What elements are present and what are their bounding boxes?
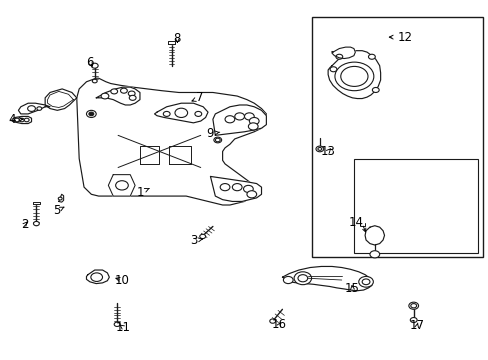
Circle shape — [358, 276, 372, 287]
Circle shape — [86, 111, 96, 117]
Text: 12: 12 — [388, 31, 411, 44]
Polygon shape — [169, 146, 191, 164]
Circle shape — [334, 62, 373, 91]
Text: 1: 1 — [136, 186, 149, 199]
Circle shape — [200, 234, 205, 239]
Circle shape — [114, 322, 120, 327]
Text: 8: 8 — [173, 32, 181, 45]
Polygon shape — [59, 194, 63, 202]
Circle shape — [269, 319, 275, 323]
Circle shape — [15, 118, 20, 122]
Circle shape — [195, 111, 201, 116]
Text: 9: 9 — [206, 127, 219, 140]
Polygon shape — [210, 176, 261, 202]
Text: 2: 2 — [21, 218, 28, 231]
Polygon shape — [154, 103, 207, 123]
Text: 6: 6 — [86, 55, 93, 69]
Polygon shape — [167, 41, 175, 44]
Text: 14: 14 — [348, 216, 363, 229]
Text: 13: 13 — [320, 145, 335, 158]
Circle shape — [120, 88, 127, 93]
Circle shape — [28, 106, 35, 111]
Circle shape — [408, 302, 418, 309]
Circle shape — [215, 138, 220, 142]
Text: 5: 5 — [54, 204, 64, 217]
Circle shape — [220, 184, 229, 191]
Circle shape — [315, 146, 323, 152]
Circle shape — [37, 107, 41, 111]
Polygon shape — [96, 87, 140, 105]
Circle shape — [362, 279, 369, 285]
Circle shape — [91, 63, 98, 68]
Circle shape — [24, 118, 29, 122]
Polygon shape — [12, 116, 31, 123]
Text: 16: 16 — [271, 318, 286, 331]
Circle shape — [293, 272, 311, 285]
Polygon shape — [45, 89, 77, 111]
Circle shape — [369, 251, 379, 258]
Circle shape — [33, 221, 39, 226]
Text: 10: 10 — [114, 274, 129, 287]
Circle shape — [175, 108, 187, 117]
Circle shape — [58, 197, 62, 200]
Polygon shape — [19, 103, 50, 114]
Polygon shape — [365, 226, 384, 245]
Circle shape — [409, 318, 416, 323]
Circle shape — [163, 111, 170, 116]
Text: 4: 4 — [8, 113, 23, 126]
Circle shape — [243, 185, 253, 193]
Polygon shape — [108, 175, 135, 196]
Circle shape — [244, 113, 254, 120]
Bar — [311, 18, 482, 257]
Text: 7: 7 — [192, 91, 203, 104]
Circle shape — [410, 303, 416, 308]
Polygon shape — [86, 270, 109, 284]
Text: 11: 11 — [115, 321, 130, 334]
Polygon shape — [327, 51, 380, 99]
Text: 3: 3 — [189, 234, 203, 247]
Polygon shape — [212, 105, 266, 135]
Circle shape — [329, 67, 336, 72]
Circle shape — [372, 87, 378, 93]
Circle shape — [234, 113, 244, 120]
Bar — [353, 158, 477, 253]
Circle shape — [129, 95, 136, 100]
Circle shape — [335, 54, 342, 59]
Circle shape — [91, 273, 102, 282]
Circle shape — [101, 93, 109, 99]
Circle shape — [92, 79, 97, 83]
Circle shape — [246, 191, 256, 198]
Circle shape — [340, 66, 367, 86]
Circle shape — [111, 89, 117, 94]
Circle shape — [116, 181, 128, 190]
Circle shape — [213, 137, 221, 143]
Circle shape — [232, 184, 242, 191]
Circle shape — [317, 148, 321, 150]
Polygon shape — [77, 78, 266, 205]
Polygon shape — [282, 266, 371, 291]
Circle shape — [20, 118, 24, 122]
Polygon shape — [33, 202, 40, 204]
Text: 17: 17 — [409, 319, 424, 332]
Text: 15: 15 — [345, 283, 359, 296]
Circle shape — [297, 275, 307, 282]
Polygon shape — [331, 47, 355, 59]
Circle shape — [89, 112, 94, 116]
Circle shape — [128, 91, 135, 96]
Circle shape — [368, 54, 374, 59]
Circle shape — [248, 123, 258, 130]
Polygon shape — [140, 146, 159, 164]
Circle shape — [283, 276, 292, 284]
Circle shape — [224, 116, 234, 123]
Circle shape — [249, 117, 259, 125]
